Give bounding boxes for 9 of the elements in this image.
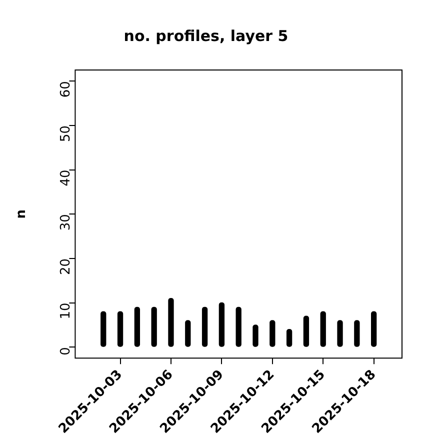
y-tick-label: 30 bbox=[58, 214, 74, 231]
y-tick-label: 40 bbox=[58, 170, 74, 186]
y-tick-label: 20 bbox=[58, 258, 74, 275]
y-tick-label: 60 bbox=[58, 81, 74, 98]
y-tick-label: 0 bbox=[58, 347, 74, 356]
y-tick-label: 10 bbox=[58, 302, 74, 320]
y-tick-label: 50 bbox=[58, 125, 74, 142]
chart-title: no. profiles, layer 5 bbox=[124, 26, 288, 45]
y-axis-title: n bbox=[14, 209, 30, 219]
